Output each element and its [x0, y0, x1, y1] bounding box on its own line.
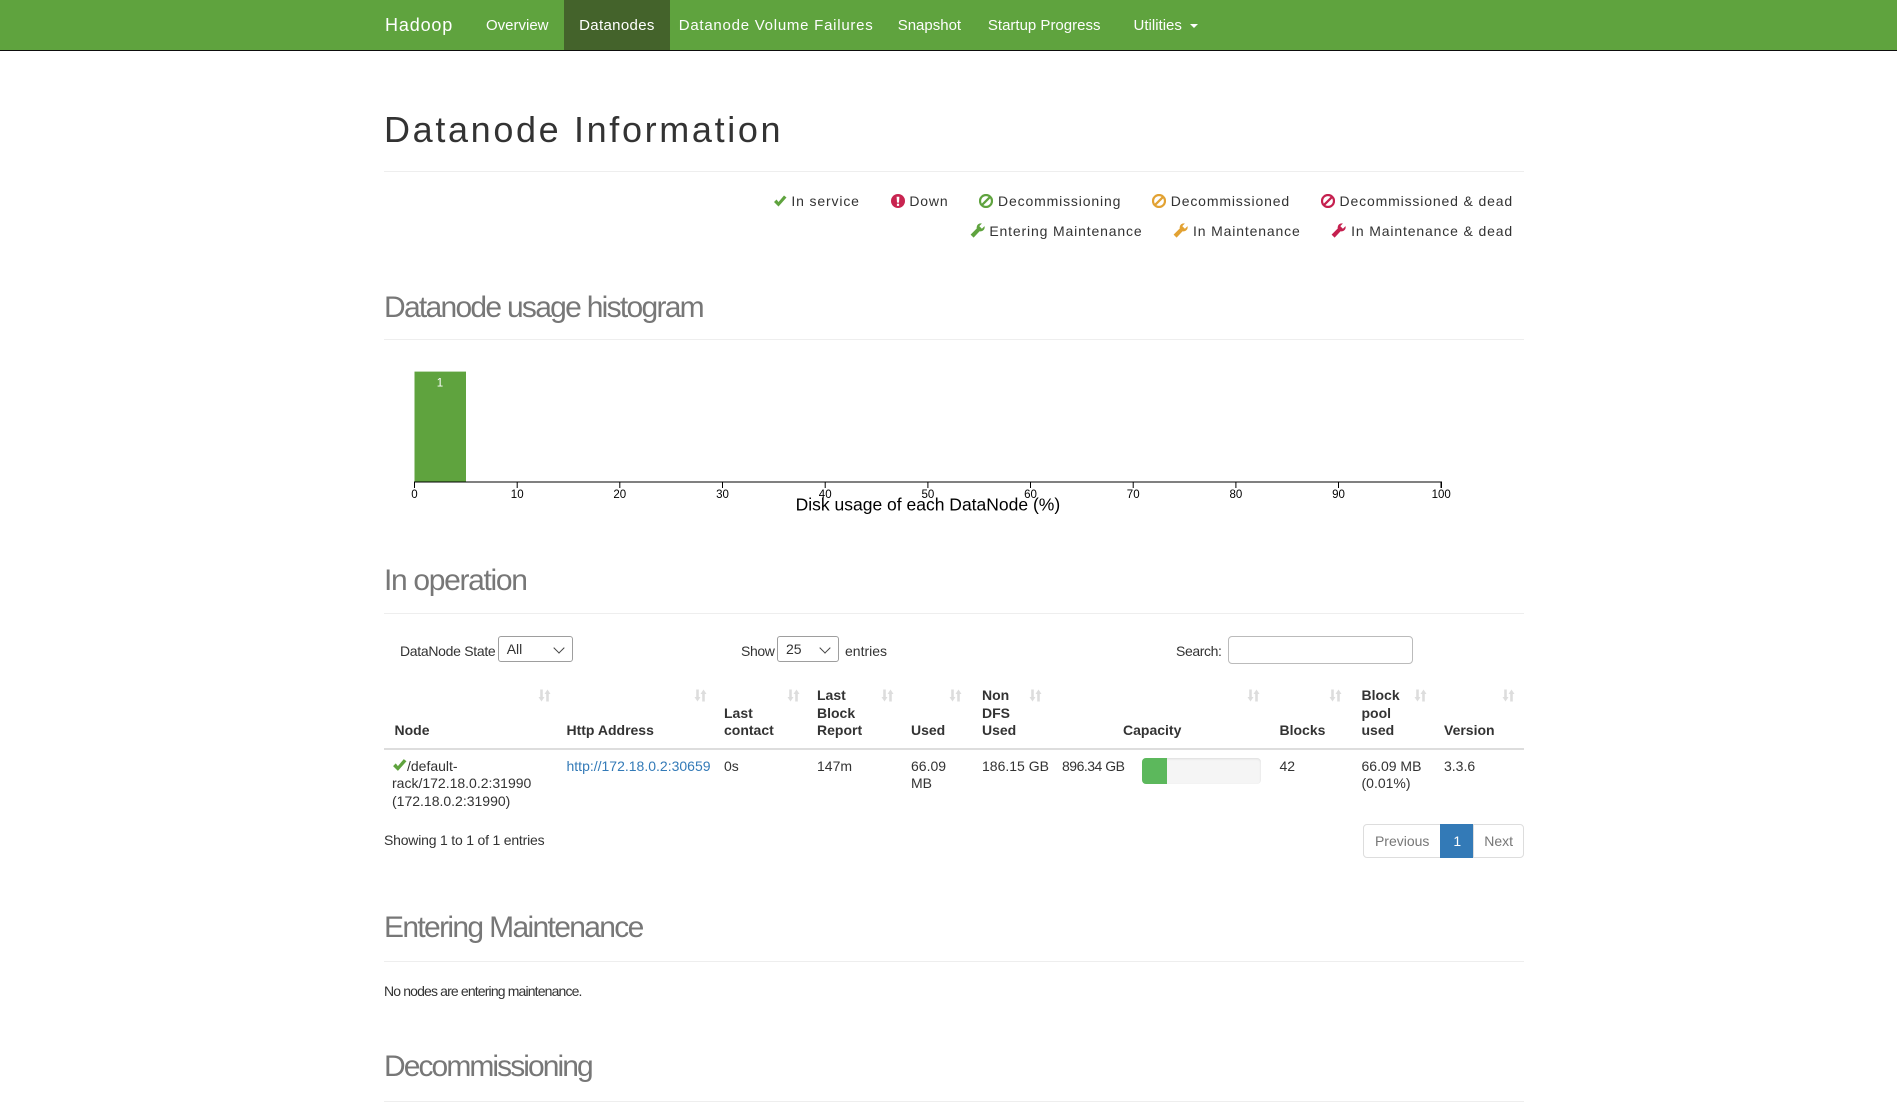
svg-text:20: 20 [613, 489, 626, 501]
svg-text:10: 10 [511, 489, 524, 501]
svg-text:1: 1 [437, 377, 443, 389]
svg-text:90: 90 [1332, 489, 1345, 501]
svg-text:0: 0 [411, 489, 417, 501]
svg-text:100: 100 [1432, 489, 1451, 501]
svg-text:50: 50 [922, 489, 935, 501]
svg-text:60: 60 [1024, 489, 1037, 501]
svg-text:40: 40 [819, 489, 832, 501]
svg-text:70: 70 [1127, 489, 1140, 501]
svg-text:30: 30 [716, 489, 729, 501]
svg-text:Disk usage of each DataNode (%: Disk usage of each DataNode (%) [796, 494, 1061, 514]
svg-text:80: 80 [1230, 489, 1243, 501]
